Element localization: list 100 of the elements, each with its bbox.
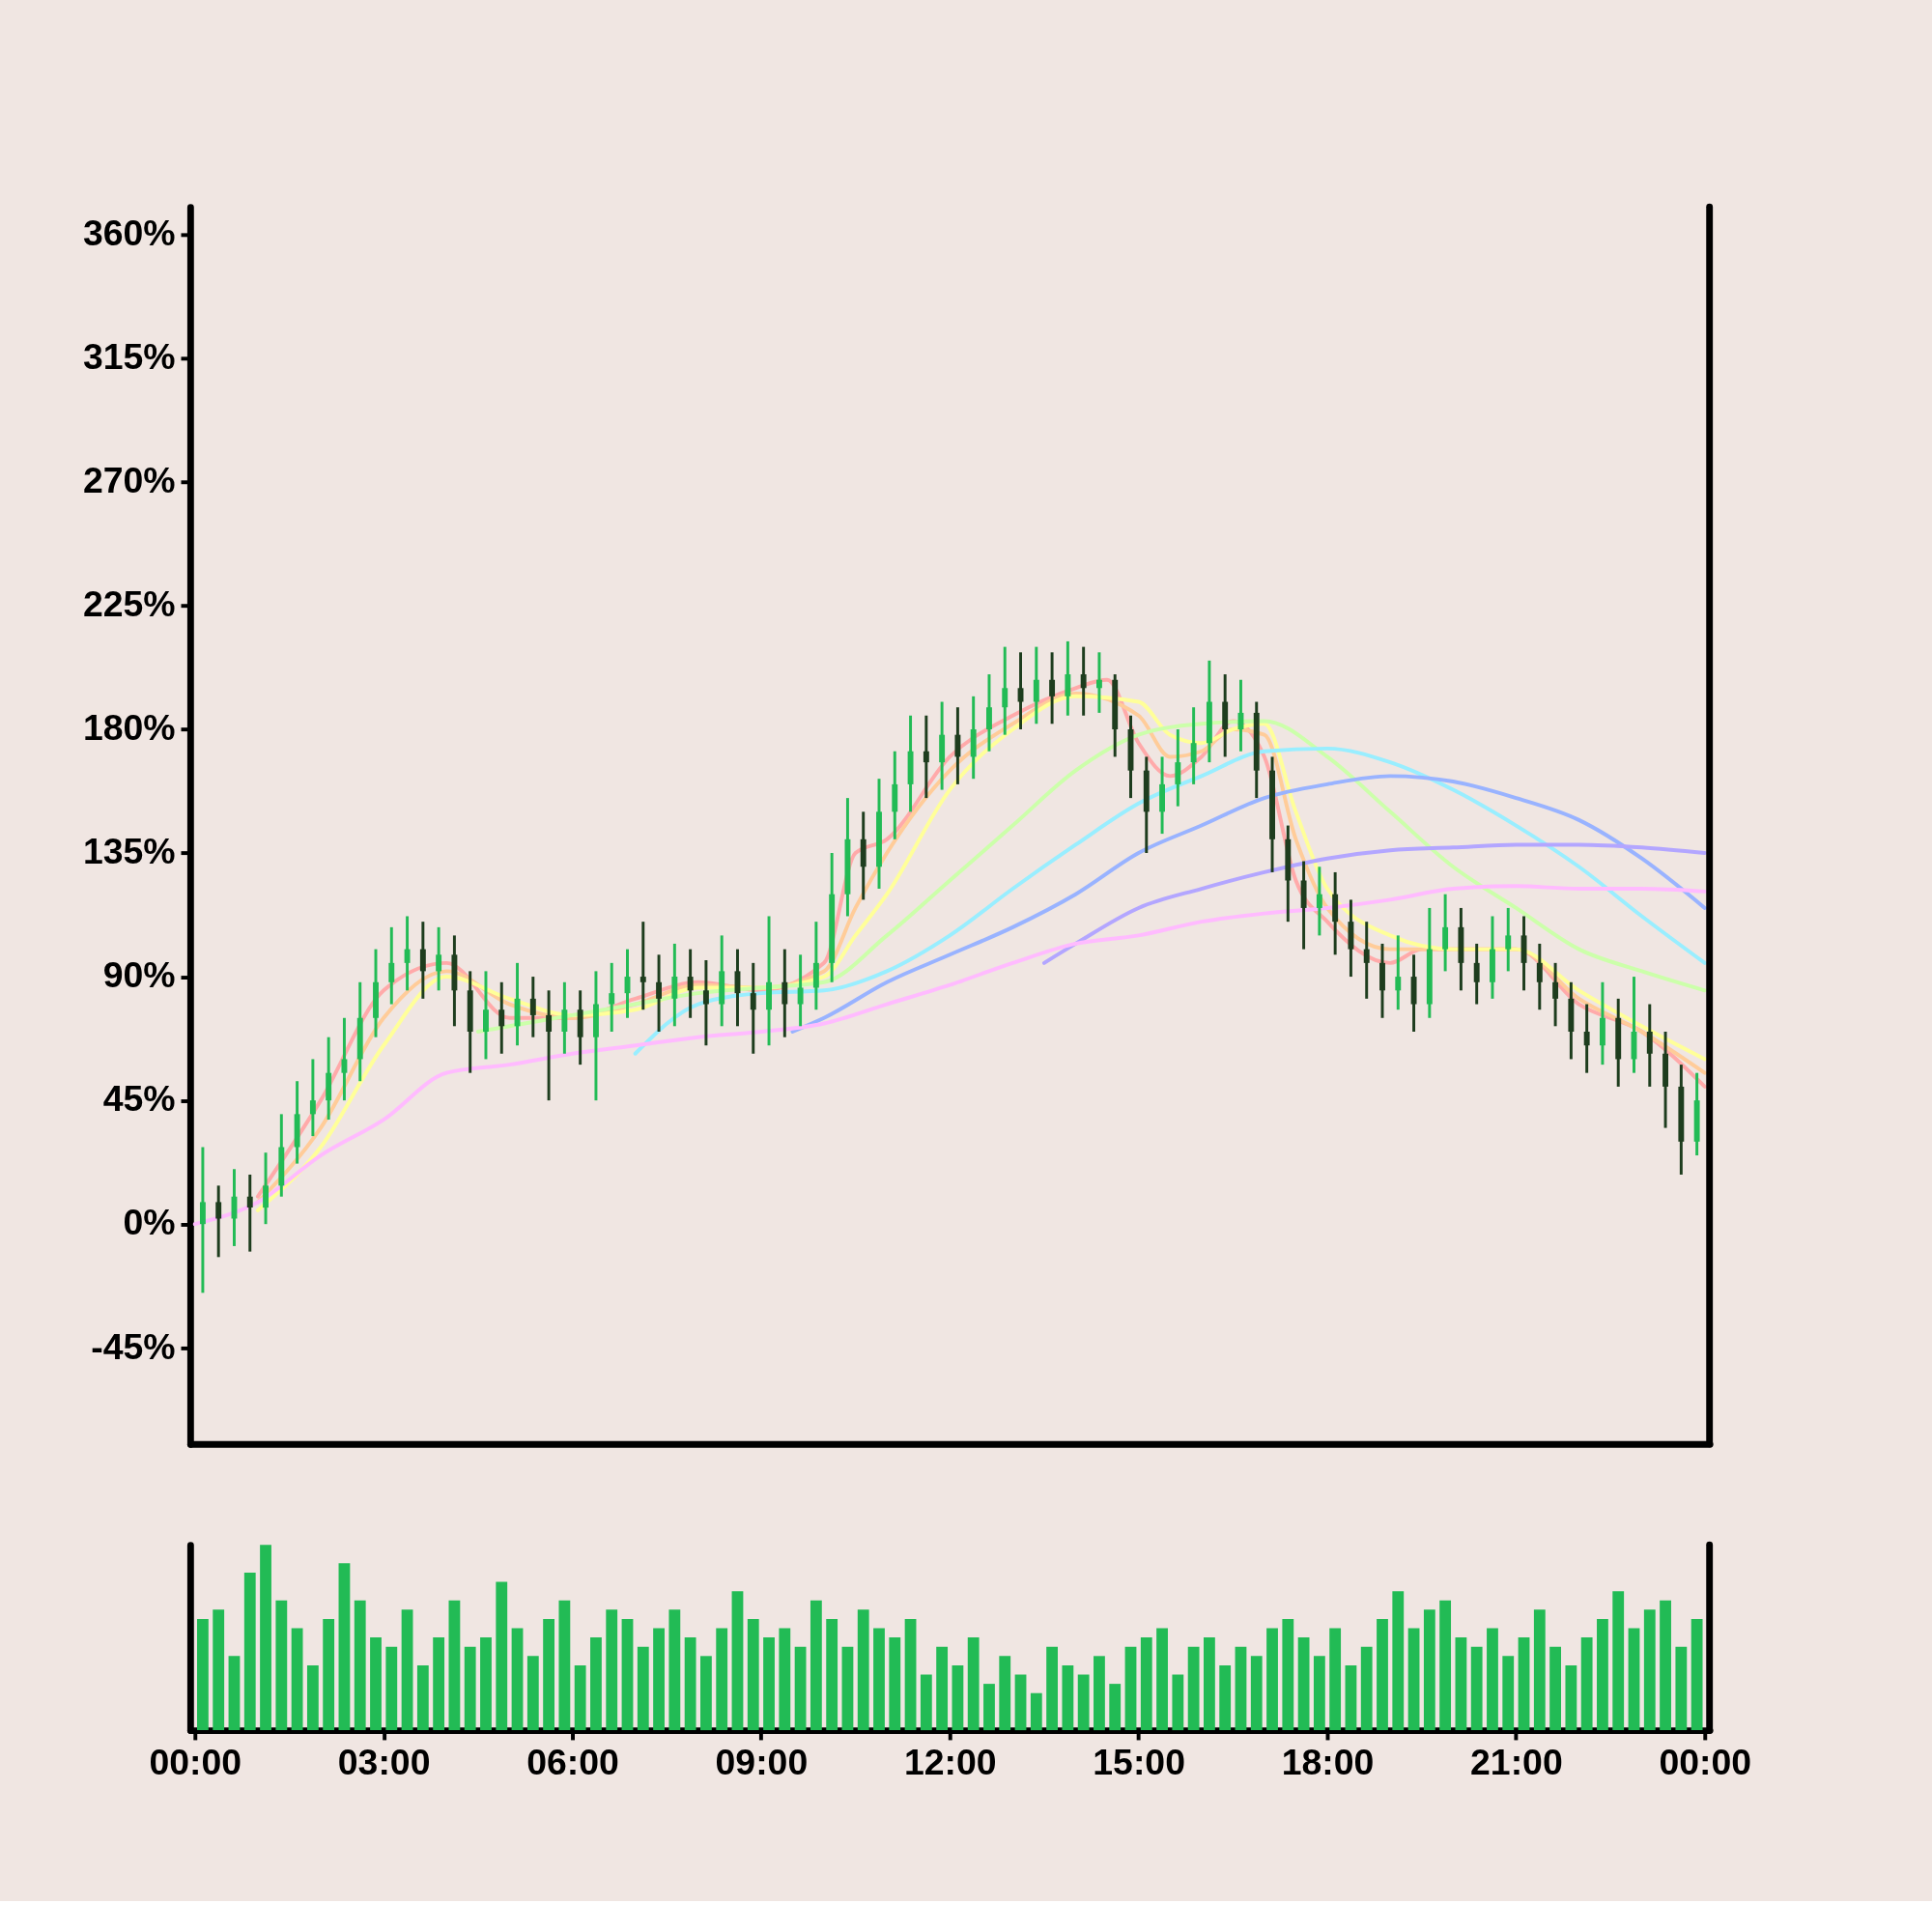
- y-tick-label: 270%: [82, 460, 176, 501]
- bar: [637, 1646, 649, 1731]
- bar: [621, 1618, 634, 1731]
- line-series: [1041, 842, 1707, 965]
- bar: [574, 1664, 586, 1731]
- x-tick-label: 00:00: [149, 1741, 242, 1782]
- candlestick: [1363, 920, 1370, 1001]
- candlestick: [1033, 645, 1039, 725]
- candlestick: [1316, 865, 1322, 937]
- bar: [228, 1656, 241, 1731]
- bar: [1470, 1646, 1483, 1731]
- line-series: [475, 719, 1707, 1034]
- candlestick: [1190, 705, 1197, 786]
- bar: [1643, 1609, 1656, 1731]
- candlestick: [246, 1173, 253, 1254]
- bar: [1094, 1656, 1105, 1731]
- bar: [1360, 1646, 1373, 1731]
- bar: [716, 1628, 728, 1731]
- bar: [433, 1637, 445, 1731]
- bar: [1565, 1664, 1577, 1731]
- candlestick: [702, 958, 709, 1047]
- candlestick: [546, 988, 553, 1102]
- bar: [526, 1656, 539, 1731]
- bar: [731, 1591, 744, 1731]
- bar: [370, 1637, 382, 1731]
- bar: [747, 1618, 759, 1731]
- candlestick: [1065, 639, 1071, 718]
- x-tick-label: 21:00: [1470, 1741, 1563, 1782]
- candlestick: [639, 920, 646, 1011]
- candlestick: [1646, 1003, 1653, 1089]
- bar: [684, 1637, 696, 1731]
- bar: [1502, 1656, 1515, 1731]
- bar: [857, 1609, 869, 1731]
- bar: [1204, 1637, 1215, 1731]
- bar: [1172, 1674, 1184, 1731]
- bar: [1580, 1637, 1593, 1731]
- candlestick: [687, 948, 694, 1020]
- bar: [543, 1618, 554, 1731]
- bar: [841, 1646, 854, 1731]
- bar: [354, 1600, 366, 1731]
- x-tick-label: 06:00: [526, 1741, 619, 1782]
- candlestick: [1442, 893, 1449, 973]
- bar: [1597, 1618, 1608, 1731]
- y-tick-label: 135%: [82, 831, 176, 872]
- candlestick: [1080, 645, 1087, 718]
- bar: [763, 1637, 775, 1731]
- bar: [606, 1609, 618, 1731]
- bar: [920, 1674, 932, 1731]
- bar: [1628, 1628, 1640, 1731]
- bar: [306, 1664, 319, 1731]
- bar: [1690, 1618, 1703, 1731]
- candlestick: [781, 948, 788, 1039]
- bar: [779, 1628, 791, 1731]
- bar: [1014, 1674, 1027, 1731]
- candlestick: [986, 672, 992, 753]
- candlestick: [388, 925, 395, 1007]
- bar: [967, 1637, 980, 1731]
- x-tick-label: 00:00: [1659, 1741, 1752, 1782]
- bar: [1612, 1591, 1625, 1731]
- bar: [1124, 1646, 1137, 1731]
- bar: [323, 1618, 335, 1731]
- bar: [1313, 1656, 1325, 1731]
- bar: [1266, 1628, 1278, 1731]
- bar: [511, 1628, 524, 1731]
- bar: [952, 1664, 964, 1731]
- bar: [1660, 1600, 1671, 1731]
- bar: [197, 1618, 209, 1731]
- candlestick: [309, 1057, 316, 1138]
- bar: [999, 1656, 1011, 1731]
- bar: [1140, 1637, 1152, 1731]
- y-tick-label: 90%: [102, 954, 176, 996]
- bar: [1518, 1637, 1530, 1731]
- bar: [700, 1656, 712, 1731]
- y-tick-label: 0%: [123, 1202, 176, 1243]
- candlestick: [436, 925, 442, 992]
- bar: [385, 1646, 398, 1731]
- bar: [1219, 1664, 1232, 1731]
- y-tick-label: 360%: [82, 213, 176, 254]
- bar: [1109, 1684, 1122, 1731]
- candlestick: [529, 975, 536, 1039]
- bar: [480, 1637, 492, 1731]
- bar: [1077, 1674, 1090, 1731]
- candlestick: [404, 915, 411, 992]
- bar: [904, 1618, 917, 1731]
- bar: [873, 1628, 885, 1731]
- bar: [1030, 1692, 1042, 1731]
- bar: [496, 1581, 508, 1731]
- y-tick-label: 315%: [82, 336, 176, 378]
- bar: [1235, 1646, 1247, 1731]
- candlestick: [1583, 1003, 1590, 1075]
- bar: [260, 1545, 271, 1731]
- bar: [448, 1600, 461, 1731]
- candlestick: [1395, 933, 1402, 1011]
- bar: [401, 1609, 413, 1731]
- y-tick-label: 225%: [82, 583, 176, 625]
- y-tick-label: 180%: [82, 707, 176, 749]
- candlestick: [199, 1146, 206, 1294]
- x-tick-label: 09:00: [715, 1741, 809, 1782]
- bar: [668, 1609, 681, 1731]
- bar: [1549, 1646, 1561, 1731]
